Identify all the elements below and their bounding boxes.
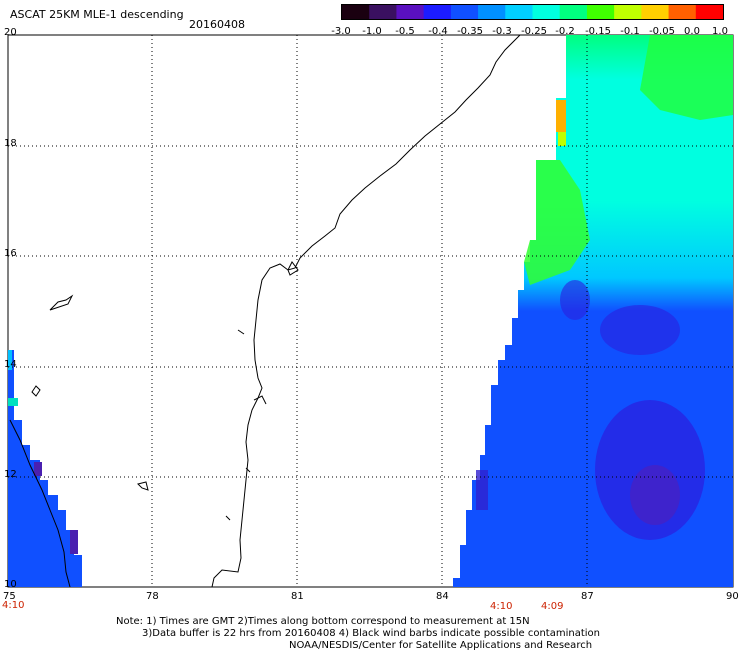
color-tick: -0.25 bbox=[521, 26, 547, 37]
river-delta-marks bbox=[225, 329, 267, 521]
product-title: ASCAT 25KM MLE-1 descending bbox=[10, 8, 184, 21]
lon-label: 75 bbox=[3, 591, 16, 602]
lat-label: 20 bbox=[4, 27, 17, 38]
color-tick: -0.35 bbox=[457, 26, 483, 37]
pass-time-label: 4:09 bbox=[541, 601, 564, 612]
west-cyan-cell bbox=[8, 398, 18, 406]
color-tick: -1.0 bbox=[362, 26, 382, 37]
color-scale-segment bbox=[478, 5, 506, 19]
lat-label: 10 bbox=[4, 579, 17, 590]
color-tick: 1.0 bbox=[712, 26, 728, 37]
color-scale-segment bbox=[505, 5, 533, 19]
deep-blue-patch-5 bbox=[476, 470, 488, 510]
color-scale-segment bbox=[532, 5, 561, 19]
warm-spot-2 bbox=[558, 132, 566, 146]
color-tick: -0.1 bbox=[620, 26, 640, 37]
color-tick: -0.05 bbox=[649, 26, 675, 37]
pass-time-label: 4:10 bbox=[490, 601, 513, 612]
color-scale-segment bbox=[559, 5, 588, 19]
lon-label: 78 bbox=[146, 591, 159, 602]
chilika-lake bbox=[287, 261, 299, 276]
color-scale-segment bbox=[342, 5, 370, 19]
footnote-line-2: 3)Data buffer is 22 hrs from 20160408 4)… bbox=[142, 628, 600, 639]
color-scale-segment bbox=[396, 5, 425, 19]
deep-blue-patch-2 bbox=[630, 465, 680, 525]
deep-blue-patch-4 bbox=[560, 280, 590, 320]
color-tick: 0.0 bbox=[684, 26, 700, 37]
map-gridlines bbox=[8, 35, 733, 587]
lat-label: 16 bbox=[4, 248, 17, 259]
deep-blue-patch-3 bbox=[600, 305, 680, 355]
product-date: 20160408 bbox=[189, 18, 245, 31]
sri-lanka-coast-west bbox=[9, 419, 71, 588]
color-tick: -0.3 bbox=[492, 26, 512, 37]
footnote-credit: NOAA/NESDIS/Center for Satellite Applica… bbox=[289, 640, 593, 651]
west-swath-fill bbox=[8, 350, 82, 587]
color-scale-segment bbox=[369, 5, 397, 19]
color-tick: -3.0 bbox=[331, 26, 351, 37]
lon-label: 81 bbox=[291, 591, 304, 602]
west-purple-cell bbox=[34, 462, 42, 476]
color-scale-segment bbox=[695, 5, 723, 19]
warm-spot bbox=[556, 100, 566, 132]
lon-label: 87 bbox=[581, 591, 594, 602]
color-tick: -0.2 bbox=[555, 26, 575, 37]
color-scale-segment bbox=[668, 5, 697, 19]
color-scale-bar bbox=[341, 4, 724, 20]
east-swath bbox=[453, 35, 733, 587]
color-scale-segment bbox=[423, 5, 452, 19]
island-outline-1 bbox=[49, 294, 74, 311]
color-tick: -0.4 bbox=[428, 26, 448, 37]
color-tick: -0.5 bbox=[395, 26, 415, 37]
west-cyan-cell-2 bbox=[8, 350, 12, 370]
island-outline-3 bbox=[137, 481, 149, 491]
island-outline-2 bbox=[31, 385, 41, 397]
color-scale-segment bbox=[641, 5, 670, 19]
lat-label: 12 bbox=[4, 469, 17, 480]
color-tick: -0.15 bbox=[585, 26, 611, 37]
color-scale-segment bbox=[450, 5, 479, 19]
india-east-coastline bbox=[211, 34, 521, 588]
pass-time-label: 4:10 bbox=[2, 600, 25, 611]
lat-label: 14 bbox=[4, 359, 17, 370]
color-scale-segment bbox=[614, 5, 642, 19]
west-swath bbox=[8, 350, 82, 587]
color-scale-gradient bbox=[342, 5, 723, 19]
lat-label: 18 bbox=[4, 138, 17, 149]
color-scale-segment bbox=[586, 5, 615, 19]
lon-label: 90 bbox=[726, 591, 739, 602]
green-zone-west bbox=[524, 160, 590, 285]
footnote-line-1: Note: 1) Times are GMT 2)Times along bot… bbox=[116, 616, 530, 627]
green-zone-north bbox=[640, 35, 733, 120]
lon-label: 84 bbox=[436, 591, 449, 602]
west-purple-cell-2 bbox=[70, 530, 78, 554]
